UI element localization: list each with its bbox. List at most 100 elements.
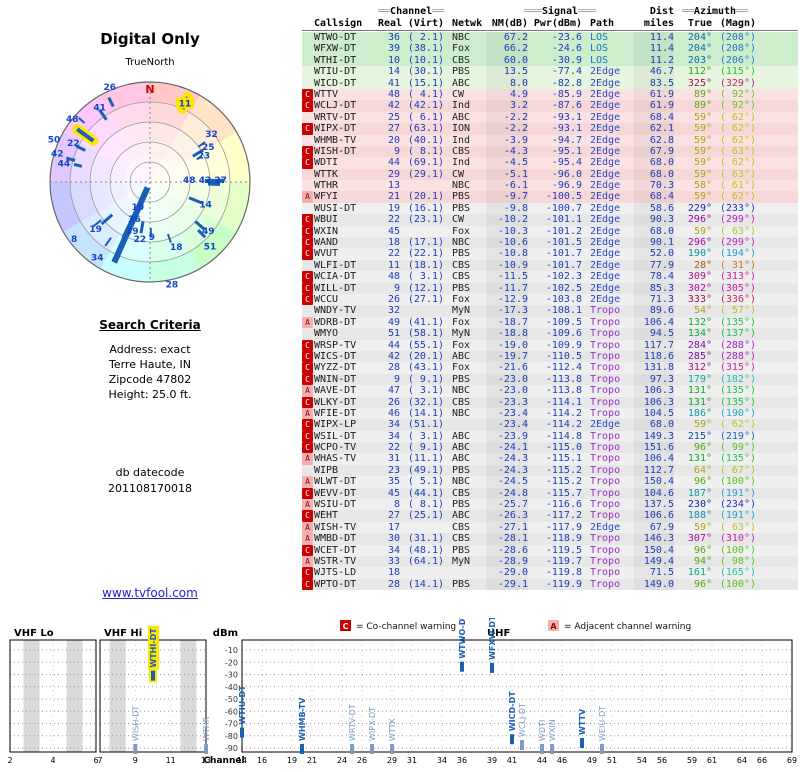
channel-tick-label: 39 [487, 756, 497, 765]
header-real: Real [378, 18, 400, 30]
cell-azimuth-true: 131° [674, 453, 712, 464]
cell-noise-margin: -11.7 [486, 283, 528, 294]
station-callsign-label: WXIN [548, 719, 557, 741]
cell-distance: 67.9 [634, 522, 674, 533]
header-bar: ═══ [524, 6, 542, 17]
cell-callsign: WDTI [314, 157, 378, 168]
cell-noise-margin: -23.0 [486, 374, 528, 385]
station-marker [490, 663, 494, 673]
cell-path: 2Edge [582, 191, 634, 202]
search-criteria-heading: Search Criteria [0, 318, 300, 332]
cell-callsign: WFXW-DT [314, 43, 378, 54]
cell-callsign: WTIU-DT [314, 66, 378, 77]
radar-channel-label: 34 [91, 253, 104, 263]
warning-flag-empty [302, 43, 313, 54]
cell-azimuth-magnetic: ( 62°) [712, 135, 756, 146]
cell-virtual-channel: (16.1) [400, 203, 444, 214]
warning-flag: A [302, 453, 313, 464]
cell-distance: 112.7 [634, 465, 674, 476]
station-callsign-label: WRTV-DT [348, 704, 357, 741]
cell-azimuth-magnetic: ( 62°) [712, 123, 756, 134]
cell-virtual-channel: (17.1) [400, 237, 444, 248]
cell-path: 2Edge [582, 135, 634, 146]
cell-real-channel: 22 [378, 248, 400, 259]
cell-noise-margin: -28.6 [486, 545, 528, 556]
cell-path: Tropo [582, 385, 634, 396]
header-netwk: Netwk [444, 18, 486, 30]
cell-power: -24.6 [528, 43, 582, 54]
cell-azimuth-true: 190° [674, 248, 712, 259]
cell-network: ABC [444, 453, 486, 464]
cell-power: -115.2 [528, 465, 582, 476]
cell-network: NBC [444, 237, 486, 248]
cell-azimuth-true: 132° [674, 317, 712, 328]
cell-noise-margin: -24.3 [486, 465, 528, 476]
cell-callsign: WSTR-TV [314, 556, 378, 567]
cell-real-channel: 14 [378, 66, 400, 77]
cell-azimuth-magnetic: ( 67°) [712, 465, 756, 476]
cell-azimuth-true: 161° [674, 567, 712, 578]
cell-real-channel: 26 [378, 397, 400, 408]
cell-azimuth-magnetic: (208°) [712, 32, 756, 43]
cell-azimuth-magnetic: (194°) [712, 248, 756, 259]
cell-network: PBS [444, 191, 486, 202]
cell-power: -116.6 [528, 499, 582, 510]
cell-path: Tropo [582, 510, 634, 521]
cell-noise-margin: 8.0 [486, 78, 528, 89]
header-bar: ══ [736, 6, 748, 17]
cell-distance: 46.7 [634, 66, 674, 77]
cell-azimuth-true: 230° [674, 499, 712, 510]
cell-virtual-channel: (64.1) [400, 556, 444, 567]
cell-real-channel: 36 [378, 32, 400, 43]
cell-callsign: WISH-TV [314, 522, 378, 533]
station-label-group: WDTI [538, 720, 547, 741]
cell-callsign: WICD-DT [314, 78, 378, 89]
cell-virtual-channel [400, 305, 444, 316]
cochannel-legend-badge: C [343, 622, 349, 631]
station-label-group: WIPX-DT [368, 707, 377, 741]
cell-path: 2Edge [582, 169, 634, 180]
station-marker [390, 744, 394, 754]
cell-virtual-channel: ( 4.1) [400, 89, 444, 100]
cell-noise-margin: -12.9 [486, 294, 528, 305]
cell-distance: 104.5 [634, 408, 674, 419]
cell-path: 2Edge [582, 100, 634, 111]
cell-path: LOS [582, 32, 634, 43]
cell-azimuth-magnetic: ( 62°) [712, 112, 756, 123]
station-marker [580, 738, 584, 748]
cell-azimuth-true: 187° [674, 488, 712, 499]
warning-flag: C [302, 100, 313, 111]
adjacent-legend-label: = Adjacent channel warning [564, 622, 691, 632]
cell-path: Tropo [582, 305, 634, 316]
warning-flag: C [302, 545, 313, 556]
cell-distance: 83.5 [634, 78, 674, 89]
warning-flag: C [302, 226, 313, 237]
station-label-group: WHMB-TV [298, 697, 307, 741]
cell-path: Tropo [582, 328, 634, 339]
cell-azimuth-magnetic: ( 92°) [712, 89, 756, 100]
cell-azimuth-true: 284° [674, 340, 712, 351]
cell-path: Tropo [582, 579, 634, 590]
warning-flag: C [302, 157, 313, 168]
cell-path: 2Edge [582, 271, 634, 282]
cell-power: -113.8 [528, 385, 582, 396]
station-label-group: WRTV-DT [348, 704, 357, 741]
cell-azimuth-true: 59° [674, 135, 712, 146]
cell-azimuth-true: 203° [674, 55, 712, 66]
warning-flag-empty [302, 180, 313, 191]
warning-flag: C [302, 237, 313, 248]
warning-flag: A [302, 408, 313, 419]
cell-distance: 71.3 [634, 294, 674, 305]
cell-network: CBS [444, 271, 486, 282]
tvfool-link[interactable]: www.tvfool.com [0, 586, 300, 600]
cell-callsign: WEVV-DT [314, 488, 378, 499]
